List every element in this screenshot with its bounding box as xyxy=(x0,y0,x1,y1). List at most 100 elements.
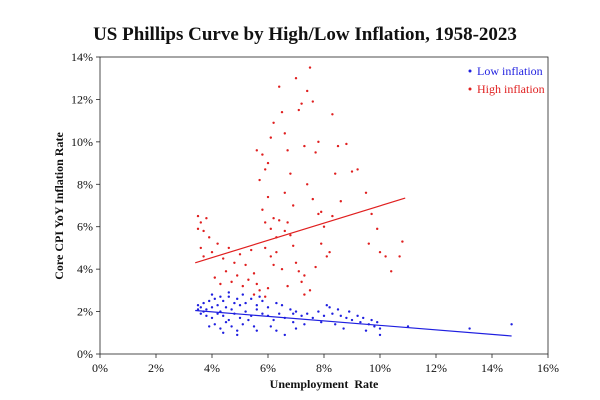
point-low-inflation xyxy=(255,308,258,311)
point-high-inflation xyxy=(364,191,368,194)
point-high-inflation xyxy=(252,293,256,296)
point-low-inflation xyxy=(241,293,244,296)
point-high-inflation xyxy=(258,289,261,292)
point-low-inflation xyxy=(348,310,351,313)
point-high-inflation xyxy=(294,77,298,80)
point-low-inflation xyxy=(208,325,211,328)
point-high-inflation xyxy=(297,270,300,273)
point-high-inflation xyxy=(255,282,258,286)
point-high-inflation xyxy=(261,153,264,156)
point-low-inflation xyxy=(294,327,298,330)
x-tick-label: 2% xyxy=(148,361,164,375)
point-low-inflation xyxy=(292,312,295,315)
point-low-inflation xyxy=(252,325,256,328)
x-tick-label: 14% xyxy=(481,361,503,375)
point-high-inflation xyxy=(266,287,270,290)
point-low-inflation xyxy=(210,316,214,320)
point-low-inflation xyxy=(300,314,303,318)
point-low-inflation xyxy=(342,327,345,330)
point-high-inflation xyxy=(320,210,323,214)
point-high-inflation xyxy=(384,255,387,258)
point-high-inflation xyxy=(303,293,306,296)
point-high-inflation xyxy=(303,144,306,148)
point-low-inflation xyxy=(255,329,258,332)
point-high-inflation xyxy=(244,263,247,267)
point-low-inflation xyxy=(241,323,244,326)
x-tick-label: 16% xyxy=(537,361,559,375)
point-low-inflation xyxy=(325,304,328,307)
point-low-inflation xyxy=(236,329,239,332)
point-high-inflation xyxy=(261,208,264,211)
point-low-inflation xyxy=(378,333,382,337)
point-low-inflation xyxy=(356,314,359,318)
point-low-inflation xyxy=(331,312,334,315)
point-high-inflation xyxy=(308,289,312,292)
point-low-inflation xyxy=(294,310,298,313)
x-axis: 0% 2% 4% 6% 8% 10% 12% 14% 16% xyxy=(92,354,559,375)
point-low-inflation xyxy=(210,293,214,296)
point-high-inflation xyxy=(286,149,289,152)
point-high-inflation xyxy=(283,229,286,233)
point-high-inflation xyxy=(283,132,286,135)
point-low-inflation xyxy=(255,304,258,307)
point-high-inflation xyxy=(314,151,317,154)
point-low-inflation xyxy=(216,304,219,307)
point-high-inflation xyxy=(320,242,323,245)
point-low-inflation xyxy=(261,299,264,303)
point-high-inflation xyxy=(390,270,393,273)
point-low-inflation xyxy=(376,320,379,324)
point-low-inflation xyxy=(196,308,200,311)
point-high-inflation xyxy=(376,227,379,231)
point-high-inflation xyxy=(264,221,267,224)
y-axis-label: Core CPI YoY Inflation Rate xyxy=(52,132,66,280)
point-high-inflation xyxy=(286,284,289,288)
point-low-inflation xyxy=(311,316,314,320)
point-low-inflation xyxy=(219,327,222,330)
trendline-high-inflation xyxy=(195,197,406,264)
point-high-inflation xyxy=(398,255,401,258)
point-low-inflation xyxy=(334,323,337,326)
point-low-inflation xyxy=(236,333,239,337)
point-high-inflation xyxy=(202,229,205,233)
point-low-inflation xyxy=(350,318,354,322)
point-high-inflation xyxy=(258,178,261,182)
point-high-inflation xyxy=(272,217,275,220)
y-tick-label: 0% xyxy=(77,347,93,361)
point-high-inflation xyxy=(286,221,289,224)
point-low-inflation xyxy=(278,312,281,315)
point-low-inflation xyxy=(292,320,295,324)
point-high-inflation xyxy=(247,278,250,281)
point-high-inflation xyxy=(314,265,317,269)
data-points xyxy=(196,66,513,337)
point-low-inflation xyxy=(224,320,228,324)
point-high-inflation xyxy=(331,214,334,218)
point-high-inflation xyxy=(300,280,303,284)
point-high-inflation xyxy=(328,250,331,254)
point-low-inflation xyxy=(227,291,230,294)
point-high-inflation xyxy=(272,121,275,124)
point-low-inflation xyxy=(250,297,253,301)
point-low-inflation xyxy=(322,314,326,318)
point-high-inflation xyxy=(322,225,326,228)
point-high-inflation xyxy=(278,85,281,88)
point-low-inflation xyxy=(199,312,202,315)
y-tick-label: 2% xyxy=(77,305,93,319)
point-high-inflation xyxy=(238,253,242,256)
point-high-inflation xyxy=(233,261,236,264)
point-high-inflation xyxy=(317,212,320,216)
point-low-inflation xyxy=(510,323,513,326)
x-tick-label: 10% xyxy=(369,361,391,375)
point-low-inflation xyxy=(364,329,368,332)
legend-label-low-inflation: Low inflation xyxy=(477,64,543,78)
legend-label-high-inflation: High inflation xyxy=(477,82,545,96)
point-high-inflation xyxy=(289,172,292,175)
point-high-inflation xyxy=(300,102,303,105)
point-low-inflation xyxy=(213,323,216,326)
point-low-inflation xyxy=(269,325,272,328)
point-high-inflation xyxy=(224,270,228,273)
point-low-inflation xyxy=(222,331,225,334)
y-tick-label: 4% xyxy=(77,262,93,276)
point-low-inflation xyxy=(236,297,239,301)
legend: Low inflation High inflation xyxy=(468,64,545,96)
